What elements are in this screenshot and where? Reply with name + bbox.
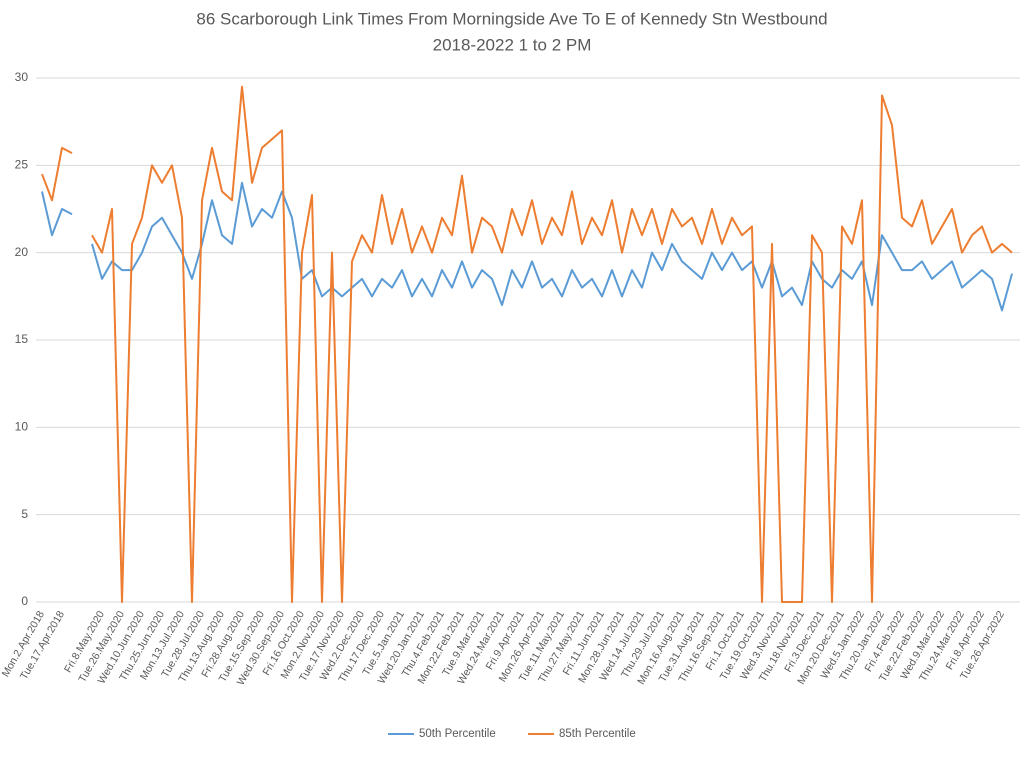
y-tick-label: 10 xyxy=(15,420,29,434)
chart-subtitle: 2018-2022 1 to 2 PM xyxy=(433,35,592,54)
y-tick-label: 5 xyxy=(21,507,28,521)
y-tick-label: 15 xyxy=(15,332,29,346)
y-tick-label: 30 xyxy=(15,70,29,84)
chart-title: 86 Scarborough Link Times From Morningsi… xyxy=(196,9,827,28)
legend-label: 50th Percentile xyxy=(419,728,496,740)
y-tick-label: 25 xyxy=(15,158,29,172)
y-tick-label: 20 xyxy=(15,245,29,259)
y-tick-label: 0 xyxy=(21,594,28,608)
legend-label: 85th Percentile xyxy=(559,728,636,740)
series-line xyxy=(41,85,1013,603)
series-line xyxy=(41,181,1013,312)
